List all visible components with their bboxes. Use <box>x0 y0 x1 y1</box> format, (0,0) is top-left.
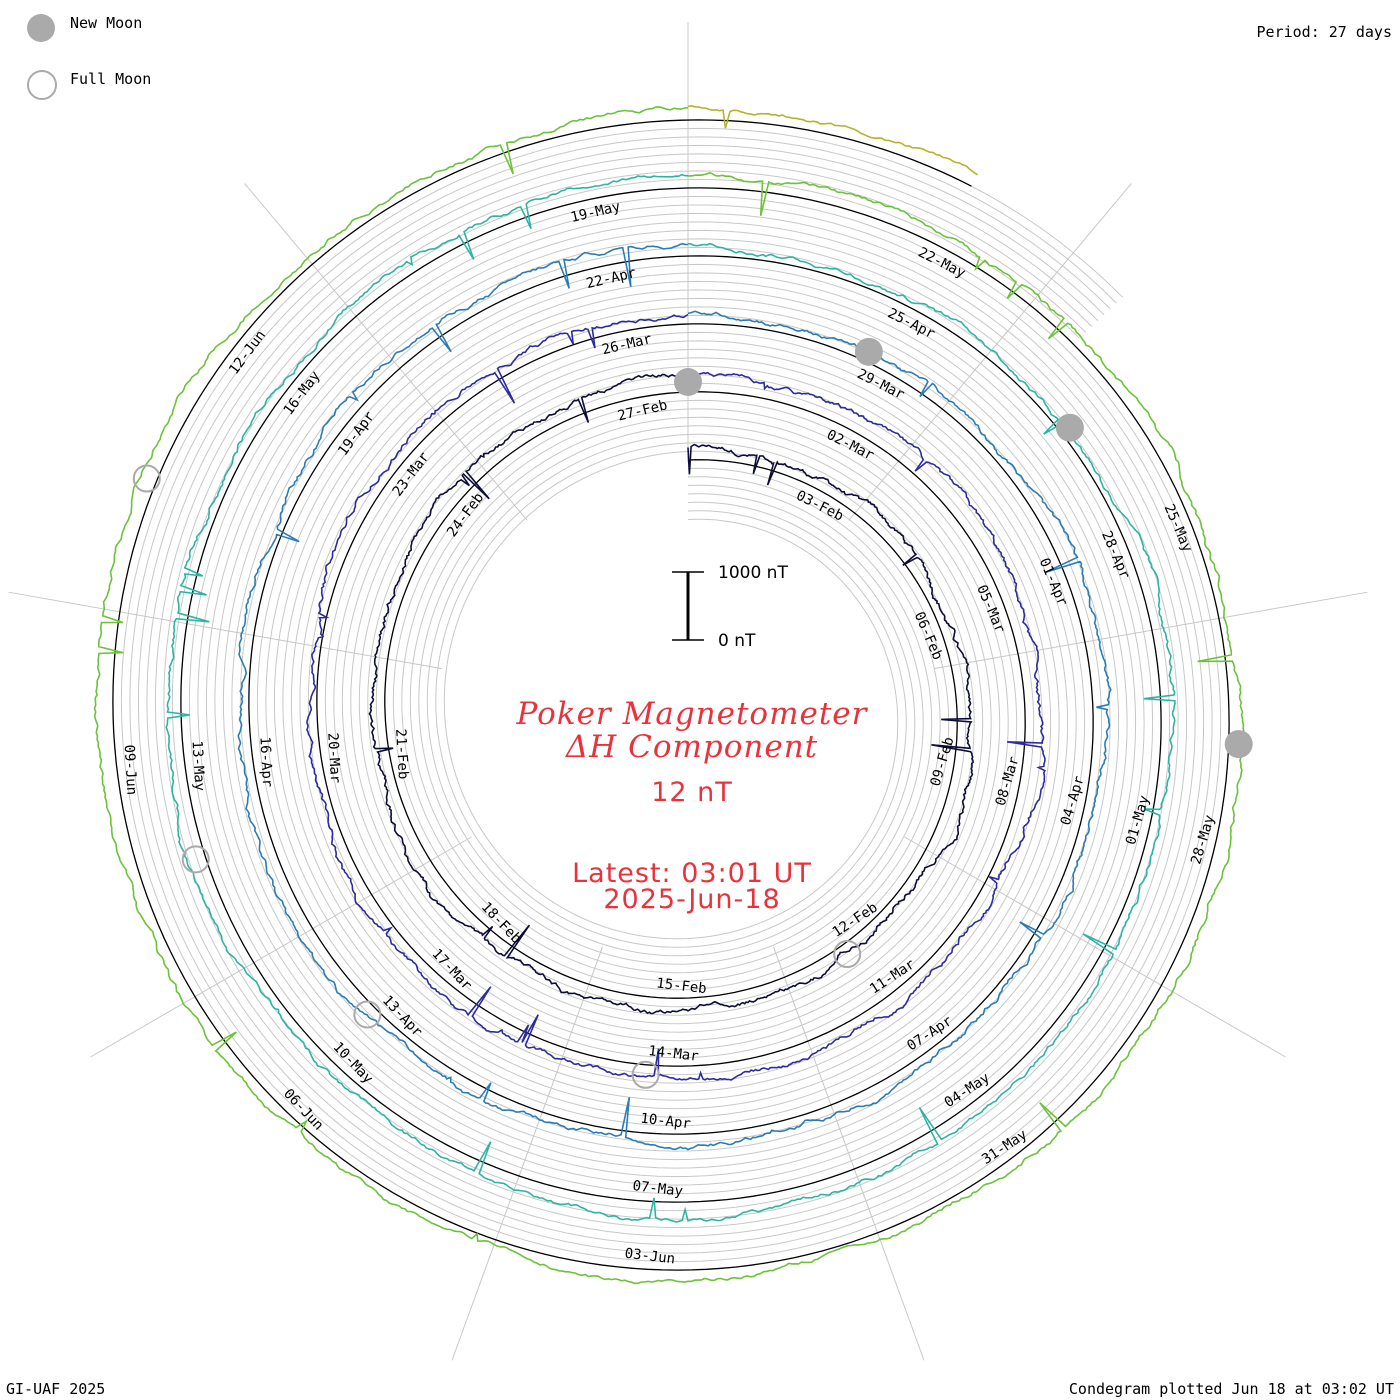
date-label: 21-Feb <box>392 728 411 779</box>
chart-subtitle: ΔH Component <box>565 729 819 765</box>
full-moon-label: Full Moon <box>70 70 152 88</box>
grid-spoke <box>773 946 925 1361</box>
grid-rings <box>112 119 1230 1271</box>
series-turn-2 <box>306 313 1047 1081</box>
footer-left: GI-UAF 2025 <box>6 1380 106 1398</box>
grid-ring-set <box>112 119 1230 1271</box>
date-label: 07-May <box>632 1178 684 1200</box>
grid-spokes <box>8 22 1368 1361</box>
full-moon-icon <box>27 70 57 100</box>
grid-spoke <box>904 836 1286 1058</box>
grid-ring <box>154 161 1188 1229</box>
footer-right: Condegram plotted Jun 18 at 03:02 UT <box>1068 1380 1394 1398</box>
baseline-spiral <box>112 119 1230 1271</box>
full-moon-marker <box>181 845 210 874</box>
full-moon-marker <box>833 940 862 969</box>
full-moon-marker <box>353 1000 382 1029</box>
grid-ring <box>171 178 1171 1212</box>
date-label: 07-Apr <box>904 1013 955 1054</box>
grid-spoke <box>90 836 472 1058</box>
new-moon-marker <box>674 368 702 396</box>
grid-ring <box>112 119 1230 1271</box>
full-moon-marker <box>132 464 161 493</box>
date-label: 03-Jun <box>624 1246 676 1268</box>
moon-markers <box>132 337 1253 1089</box>
latest-date: 2025-Jun-18 <box>603 884 781 915</box>
grid-ring <box>163 170 1179 1220</box>
latest-time: Latest: 03:01 UT <box>572 858 812 889</box>
new-moon-marker <box>854 337 883 366</box>
baseline-path <box>112 119 1230 1271</box>
new-moon-marker <box>1055 413 1084 442</box>
series-turn-6 <box>687 104 979 176</box>
series-turn-1 <box>368 373 974 1015</box>
new-moon-marker <box>1224 730 1253 759</box>
grid-spoke <box>848 183 1132 521</box>
date-label: 04-May <box>942 1070 993 1111</box>
date-label: 09-Jun <box>121 744 140 795</box>
grid-ring <box>146 153 1196 1237</box>
grid-ring <box>129 136 1213 1254</box>
date-label: 20-Mar <box>324 732 343 783</box>
grid-spoke <box>934 591 1368 670</box>
scale-top-label: 1000 nT <box>718 563 788 583</box>
date-label: 16-Apr <box>256 736 275 787</box>
full-moon-marker <box>631 1060 660 1089</box>
chart-title: Poker Magnetometer <box>516 696 868 732</box>
date-label: 10-Apr <box>640 1111 692 1133</box>
series-turn-5 <box>93 106 1245 1285</box>
grid-spoke <box>8 591 442 670</box>
series-turn-4 <box>165 173 1176 1223</box>
scale-bar <box>672 571 704 641</box>
date-label: 15-Feb <box>655 975 707 997</box>
new-moon-label: New Moon <box>70 14 143 32</box>
data-trace <box>93 104 1245 1285</box>
grid-spoke <box>451 946 603 1361</box>
period-label: Period: 27 days <box>1256 23 1392 41</box>
date-label: 13-May <box>189 740 208 791</box>
new-moon-icon <box>27 14 55 42</box>
series-turn-3 <box>237 242 1112 1151</box>
scale-bottom-label: 0 nT <box>718 631 756 651</box>
date-label: 14-Mar <box>647 1043 699 1065</box>
grid-ring <box>137 144 1205 1246</box>
grid-spoke <box>244 183 528 521</box>
current-value: 12 nT <box>651 777 733 808</box>
grid-ring <box>120 127 1222 1263</box>
